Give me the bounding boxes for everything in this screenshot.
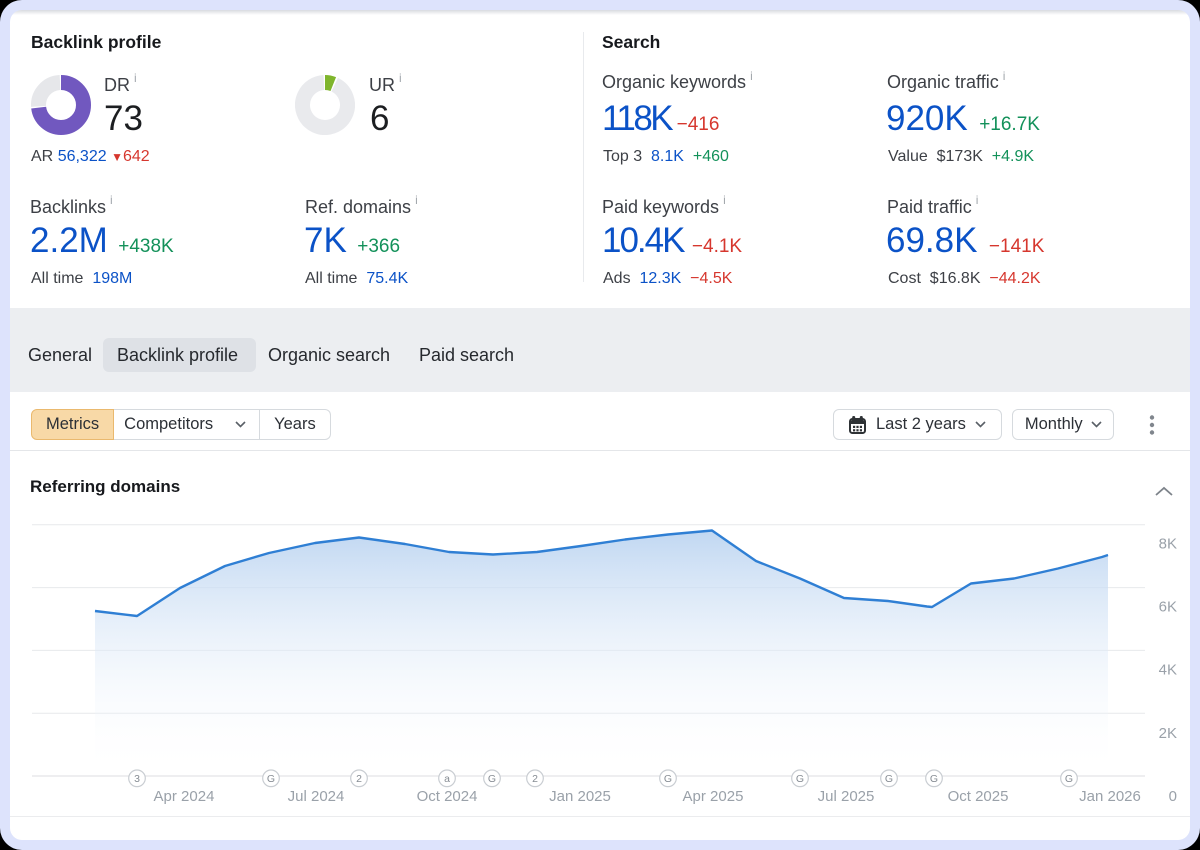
svg-text:G: G — [267, 773, 275, 785]
svg-text:4K: 4K — [1159, 662, 1177, 679]
svg-text:Jan 2025: Jan 2025 — [549, 788, 611, 805]
svg-text:0: 0 — [1169, 788, 1177, 805]
svg-text:Apr 2024: Apr 2024 — [154, 788, 215, 805]
svg-text:Oct 2024: Oct 2024 — [417, 788, 478, 805]
svg-text:G: G — [664, 773, 672, 785]
svg-text:G: G — [488, 773, 496, 785]
svg-text:Jul 2024: Jul 2024 — [288, 788, 345, 805]
svg-text:G: G — [1065, 773, 1073, 785]
svg-text:G: G — [930, 773, 938, 785]
svg-text:Oct 2025: Oct 2025 — [948, 788, 1009, 805]
svg-text:G: G — [796, 773, 804, 785]
svg-text:Apr 2025: Apr 2025 — [683, 788, 744, 805]
svg-text:Jul 2025: Jul 2025 — [818, 788, 875, 805]
svg-text:8K: 8K — [1159, 536, 1177, 553]
svg-text:2: 2 — [356, 773, 362, 785]
svg-text:3: 3 — [134, 773, 140, 785]
svg-text:Jan 2026: Jan 2026 — [1079, 788, 1141, 805]
svg-text:2: 2 — [532, 773, 538, 785]
svg-text:G: G — [885, 773, 893, 785]
svg-text:2K: 2K — [1159, 725, 1177, 742]
svg-text:a: a — [444, 773, 450, 785]
svg-text:6K: 6K — [1159, 599, 1177, 616]
